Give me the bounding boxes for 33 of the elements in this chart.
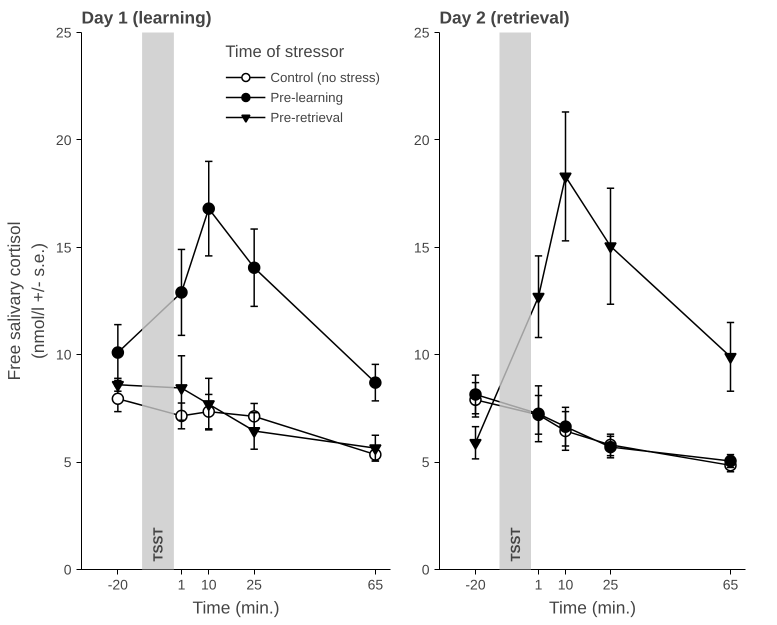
band-label: TSST bbox=[508, 527, 523, 562]
chart-title: Day 2 (retrieval) bbox=[440, 8, 570, 28]
y-axis-title: Free salivary cortisol (nmol/l +/- s.e.) bbox=[4, 222, 48, 380]
x-axis-title: Time (min.) bbox=[549, 598, 636, 618]
y-tick-label: 25 bbox=[414, 24, 430, 40]
x-tick-label: 10 bbox=[558, 576, 574, 592]
x-axis-title: Time (min.) bbox=[192, 598, 280, 618]
y-tick-label: 15 bbox=[56, 239, 72, 256]
x-tick-label: 10 bbox=[200, 576, 217, 592]
x-tick-label: 65 bbox=[722, 576, 738, 592]
y-tick-label: 0 bbox=[422, 562, 430, 578]
x-tick-label: 1 bbox=[178, 576, 186, 592]
legend-title: Time of stressor bbox=[225, 42, 346, 62]
y-tick-label: 5 bbox=[422, 454, 430, 470]
y-tick-label: 20 bbox=[414, 132, 430, 148]
y-tick-label: 15 bbox=[414, 239, 430, 256]
y-tick-label: 0 bbox=[64, 562, 72, 578]
x-tick-label: 25 bbox=[602, 576, 618, 592]
y-tick-label: 5 bbox=[64, 454, 72, 470]
band-label: TSST bbox=[150, 527, 166, 562]
x-tick-label: -20 bbox=[465, 576, 486, 592]
y-tick-label: 10 bbox=[414, 346, 430, 363]
y-tick-label: 20 bbox=[56, 132, 72, 148]
x-tick-label: 65 bbox=[368, 576, 384, 592]
legend-label: Pre-retrieval bbox=[270, 110, 343, 124]
legend-label: Control (no stress) bbox=[270, 70, 380, 84]
x-tick-label: -20 bbox=[108, 576, 128, 592]
y-tick-label: 25 bbox=[56, 24, 72, 40]
y-tick-label: 10 bbox=[56, 346, 72, 363]
legend-label: Pre-learning bbox=[270, 90, 343, 104]
x-tick-label: 1 bbox=[534, 576, 543, 592]
x-tick-label: 25 bbox=[246, 576, 262, 592]
chart-title: Day 1 (learning) bbox=[82, 8, 212, 28]
